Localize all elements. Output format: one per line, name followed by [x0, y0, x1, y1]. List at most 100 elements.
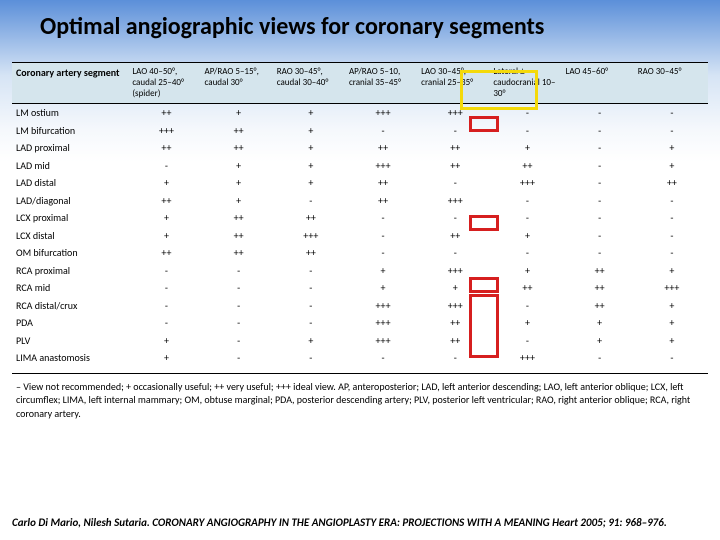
- cell: +: [636, 314, 708, 332]
- cell: +++: [347, 314, 419, 332]
- table-row: OM bifurcation++++++-----: [12, 244, 708, 262]
- cell: ++: [130, 139, 202, 157]
- cell: +: [203, 157, 275, 175]
- col-header: AP/RAO 5–10, cranial 35–45°: [347, 63, 419, 104]
- cell: +++: [130, 122, 202, 140]
- cell: +++: [491, 174, 563, 192]
- cell: -: [130, 157, 202, 175]
- citation-text: Carlo Di Mario, Nilesh Sutaria. CORONARY…: [12, 516, 708, 530]
- cell: -: [491, 209, 563, 227]
- cell: +: [491, 262, 563, 280]
- col-header: RAO 30–45°: [636, 63, 708, 104]
- cell: +: [419, 279, 491, 297]
- row-label: LIMA anastomosis: [12, 349, 130, 367]
- cell: +: [491, 227, 563, 245]
- cell: +: [203, 174, 275, 192]
- cell: -: [130, 314, 202, 332]
- cell: +++: [347, 104, 419, 122]
- cell: +++: [419, 192, 491, 210]
- cell: -: [491, 104, 563, 122]
- table-row: PDA---++++++++: [12, 314, 708, 332]
- cell: -: [491, 192, 563, 210]
- cell: +++: [347, 332, 419, 350]
- cell: ++: [203, 139, 275, 157]
- cell: ++: [275, 209, 347, 227]
- cell: -: [636, 122, 708, 140]
- cell: +: [636, 332, 708, 350]
- cell: -: [636, 227, 708, 245]
- angio-table-region: Coronary artery segment LAO 40–50°, caud…: [12, 62, 708, 424]
- slide: Optimal angiographic views for coronary …: [0, 0, 720, 540]
- cell: -: [275, 297, 347, 315]
- cell: +: [347, 262, 419, 280]
- table-row: LCX proximal+++++-----: [12, 209, 708, 227]
- cell: +: [275, 157, 347, 175]
- cell: ++: [419, 157, 491, 175]
- cell: -: [203, 332, 275, 350]
- col-header: Lateral ± caudocranial 10–30°: [491, 63, 563, 104]
- cell: -: [130, 297, 202, 315]
- cell: +: [275, 174, 347, 192]
- row-label: RCA proximal: [12, 262, 130, 280]
- cell: -: [564, 174, 636, 192]
- row-label: LCX proximal: [12, 209, 130, 227]
- cell: -: [275, 314, 347, 332]
- cell: ++: [203, 227, 275, 245]
- cell: -: [491, 332, 563, 350]
- table-body: LM ostium++++++++++---LM bifurcation++++…: [12, 104, 708, 367]
- table-row: LAD/diagonal+++-+++++---: [12, 192, 708, 210]
- row-label: LAD mid: [12, 157, 130, 175]
- cell: +: [491, 139, 563, 157]
- cell: -: [564, 139, 636, 157]
- cell: ++: [130, 244, 202, 262]
- cell: ++: [275, 244, 347, 262]
- cell: -: [564, 349, 636, 367]
- cell: -: [419, 122, 491, 140]
- cell: +: [203, 192, 275, 210]
- cell: +: [275, 104, 347, 122]
- cell: +++: [347, 157, 419, 175]
- cell: +: [275, 139, 347, 157]
- cell: -: [419, 349, 491, 367]
- cell: -: [564, 209, 636, 227]
- cell: -: [203, 262, 275, 280]
- table-row: LIMA anastomosis+----+++--: [12, 349, 708, 367]
- table-row: LM ostium++++++++++---: [12, 104, 708, 122]
- cell: ++: [419, 227, 491, 245]
- table-row: RCA distal/crux---++++++-+++: [12, 297, 708, 315]
- cell: +++: [419, 104, 491, 122]
- table-row: LAD proximal++++++++++-+: [12, 139, 708, 157]
- cell: ++: [347, 192, 419, 210]
- table-header-row: Coronary artery segment LAO 40–50°, caud…: [12, 63, 708, 104]
- cell: -: [564, 192, 636, 210]
- cell: -: [203, 279, 275, 297]
- cell: +++: [419, 297, 491, 315]
- cell: -: [419, 209, 491, 227]
- table-row: PLV+-++++++-++: [12, 332, 708, 350]
- cell: +: [347, 279, 419, 297]
- cell: -: [130, 262, 202, 280]
- col-header: RAO 30–45°, caudal 30–40°: [275, 63, 347, 104]
- cell: +: [130, 332, 202, 350]
- cell: -: [419, 174, 491, 192]
- cell: -: [564, 244, 636, 262]
- row-label: LAD distal: [12, 174, 130, 192]
- cell: +: [636, 297, 708, 315]
- cell: ++: [203, 244, 275, 262]
- row-label: RCA mid: [12, 279, 130, 297]
- cell: -: [347, 244, 419, 262]
- table-row: LM bifurcation++++++-----: [12, 122, 708, 140]
- cell: +: [203, 104, 275, 122]
- cell: ++: [203, 122, 275, 140]
- row-label: OM bifurcation: [12, 244, 130, 262]
- col-header: LAO 45–60°: [564, 63, 636, 104]
- cell: ++: [130, 104, 202, 122]
- cell: -: [564, 122, 636, 140]
- row-label: LAD proximal: [12, 139, 130, 157]
- cell: +: [491, 314, 563, 332]
- angio-table: Coronary artery segment LAO 40–50°, caud…: [12, 62, 708, 367]
- row-label: LM bifurcation: [12, 122, 130, 140]
- cell: +: [130, 349, 202, 367]
- cell: -: [419, 244, 491, 262]
- row-label: LAD/diagonal: [12, 192, 130, 210]
